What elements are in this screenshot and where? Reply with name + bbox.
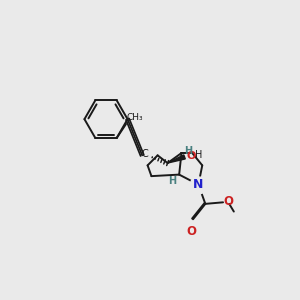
Text: H: H <box>168 176 176 186</box>
Text: O: O <box>187 225 196 239</box>
Polygon shape <box>168 155 185 163</box>
Text: H: H <box>184 146 193 157</box>
Text: O: O <box>186 151 196 161</box>
Text: CH₃: CH₃ <box>127 113 143 122</box>
Text: N: N <box>193 178 204 191</box>
Text: C: C <box>141 149 148 159</box>
Point <box>196 182 201 187</box>
Text: ·H: ·H <box>192 150 203 160</box>
Text: O: O <box>224 195 234 208</box>
